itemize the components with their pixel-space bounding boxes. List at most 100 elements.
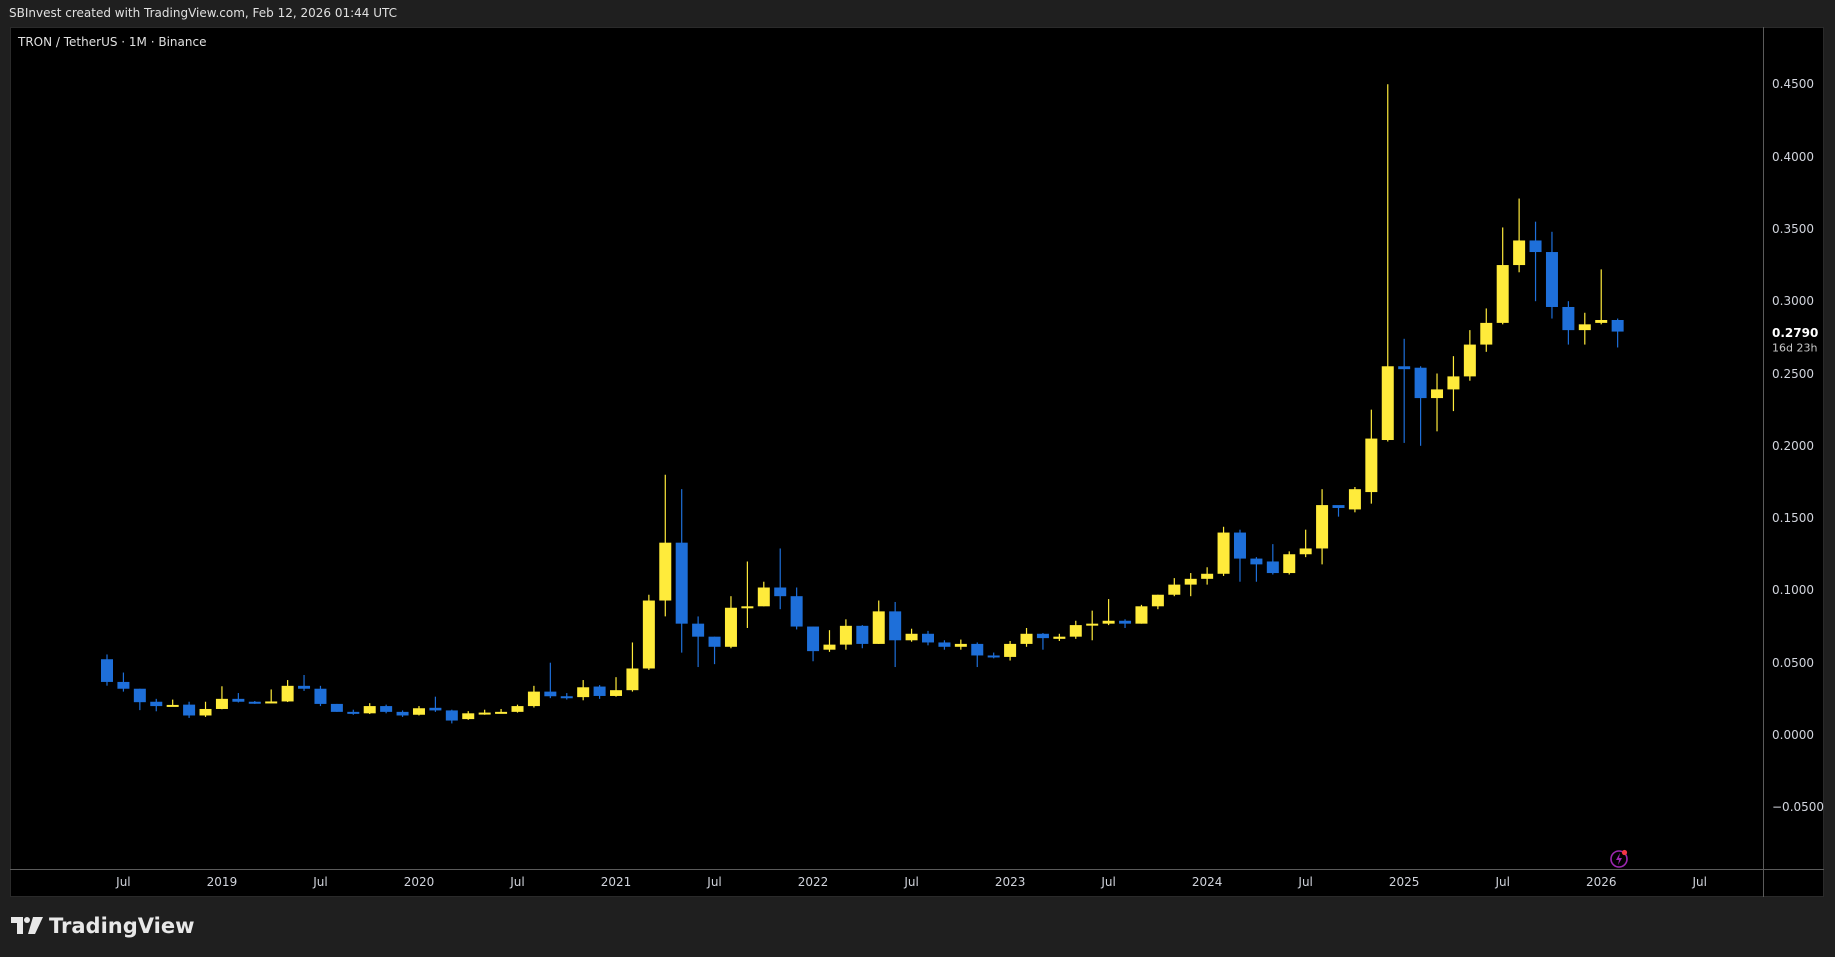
candle[interactable] [265, 689, 278, 704]
candle[interactable] [1233, 529, 1246, 582]
candle[interactable] [150, 698, 163, 712]
candle[interactable] [1463, 330, 1476, 381]
candle[interactable] [1283, 551, 1296, 575]
candle[interactable] [199, 701, 212, 717]
candle[interactable] [527, 685, 540, 708]
candle[interactable] [1348, 487, 1361, 513]
candle[interactable] [839, 619, 852, 650]
candle[interactable] [1020, 627, 1033, 647]
candle[interactable] [1414, 366, 1427, 446]
tradingview-logo[interactable]: TradingView [11, 914, 194, 938]
candle[interactable] [922, 630, 934, 646]
candle[interactable] [1480, 308, 1493, 352]
candle[interactable] [298, 674, 311, 691]
candle[interactable] [642, 594, 655, 670]
candle[interactable] [166, 699, 179, 707]
candle[interactable] [1168, 578, 1181, 597]
candle[interactable] [741, 561, 754, 628]
candle[interactable] [610, 677, 623, 697]
candle[interactable] [856, 625, 869, 649]
candle[interactable] [1250, 557, 1263, 582]
candle[interactable] [1447, 356, 1460, 412]
candle[interactable] [445, 709, 458, 724]
candle[interactable] [1496, 227, 1509, 325]
candle[interactable] [363, 703, 376, 715]
candle[interactable] [248, 701, 261, 704]
candle[interactable] [954, 639, 967, 650]
candle[interactable] [1151, 594, 1164, 610]
candle[interactable] [1316, 489, 1329, 565]
candle[interactable] [281, 680, 294, 703]
candle[interactable] [314, 685, 327, 707]
candle[interactable] [380, 704, 393, 714]
candle[interactable] [133, 688, 146, 711]
candle[interactable] [774, 548, 787, 610]
candle[interactable] [1365, 409, 1378, 504]
candle[interactable] [1217, 526, 1230, 576]
candle[interactable] [412, 706, 425, 716]
tradingview-logo-icon [11, 917, 43, 934]
candle[interactable] [462, 711, 475, 720]
candle[interactable] [593, 685, 606, 699]
candle[interactable] [511, 704, 524, 713]
candle[interactable] [659, 474, 672, 617]
candle[interactable] [675, 489, 688, 653]
candle[interactable] [1086, 610, 1099, 641]
candle[interactable] [544, 662, 557, 699]
candle[interactable] [1431, 373, 1444, 432]
candle[interactable] [1611, 318, 1624, 348]
candle[interactable] [724, 596, 737, 649]
candle[interactable] [347, 709, 360, 715]
candle[interactable] [232, 693, 245, 703]
candle[interactable] [1119, 619, 1132, 628]
candle[interactable] [708, 636, 721, 665]
candle[interactable] [1135, 604, 1148, 624]
candle[interactable] [823, 630, 836, 652]
candle[interactable] [1299, 529, 1312, 558]
candle[interactable] [1053, 633, 1066, 642]
candle[interactable] [905, 628, 918, 642]
candle[interactable] [1381, 84, 1394, 442]
candle[interactable] [1545, 231, 1558, 319]
candle[interactable] [1201, 567, 1214, 585]
candle[interactable] [1513, 198, 1526, 273]
lightning-icon[interactable] [1608, 847, 1630, 873]
candle[interactable] [1578, 312, 1591, 345]
candle[interactable] [987, 652, 1000, 659]
candle[interactable] [757, 581, 770, 607]
candle[interactable] [692, 616, 705, 668]
candle[interactable] [215, 686, 228, 710]
candle[interactable] [330, 703, 343, 712]
candle[interactable] [1595, 269, 1608, 325]
candle[interactable] [577, 680, 590, 701]
candle[interactable] [396, 710, 409, 717]
candle[interactable] [1266, 544, 1279, 575]
candle[interactable] [626, 642, 639, 692]
candle[interactable] [790, 587, 803, 630]
candle[interactable] [1184, 573, 1197, 597]
candle[interactable] [971, 642, 984, 668]
candle[interactable] [1004, 641, 1017, 661]
candle[interactable] [101, 654, 113, 686]
candle[interactable] [889, 601, 902, 668]
candle[interactable] [1398, 338, 1411, 443]
candle[interactable] [495, 708, 508, 714]
candle[interactable] [1069, 620, 1082, 639]
candle[interactable] [560, 693, 573, 700]
candle[interactable] [938, 640, 951, 650]
candle[interactable] [117, 672, 130, 692]
candle[interactable] [807, 626, 820, 662]
candle[interactable] [478, 709, 491, 715]
candle[interactable] [1332, 505, 1345, 517]
candle[interactable] [1036, 633, 1049, 650]
candle[interactable] [429, 696, 442, 712]
candle[interactable] [1102, 599, 1115, 626]
candle[interactable] [1529, 221, 1542, 302]
candle[interactable] [1562, 301, 1575, 345]
tradingview-logo-text: TradingView [49, 914, 195, 938]
price-tick: 0.2500 [1772, 366, 1814, 381]
candle[interactable] [872, 600, 885, 644]
candle[interactable] [183, 701, 196, 718]
chart-pane[interactable] [10, 27, 1824, 897]
